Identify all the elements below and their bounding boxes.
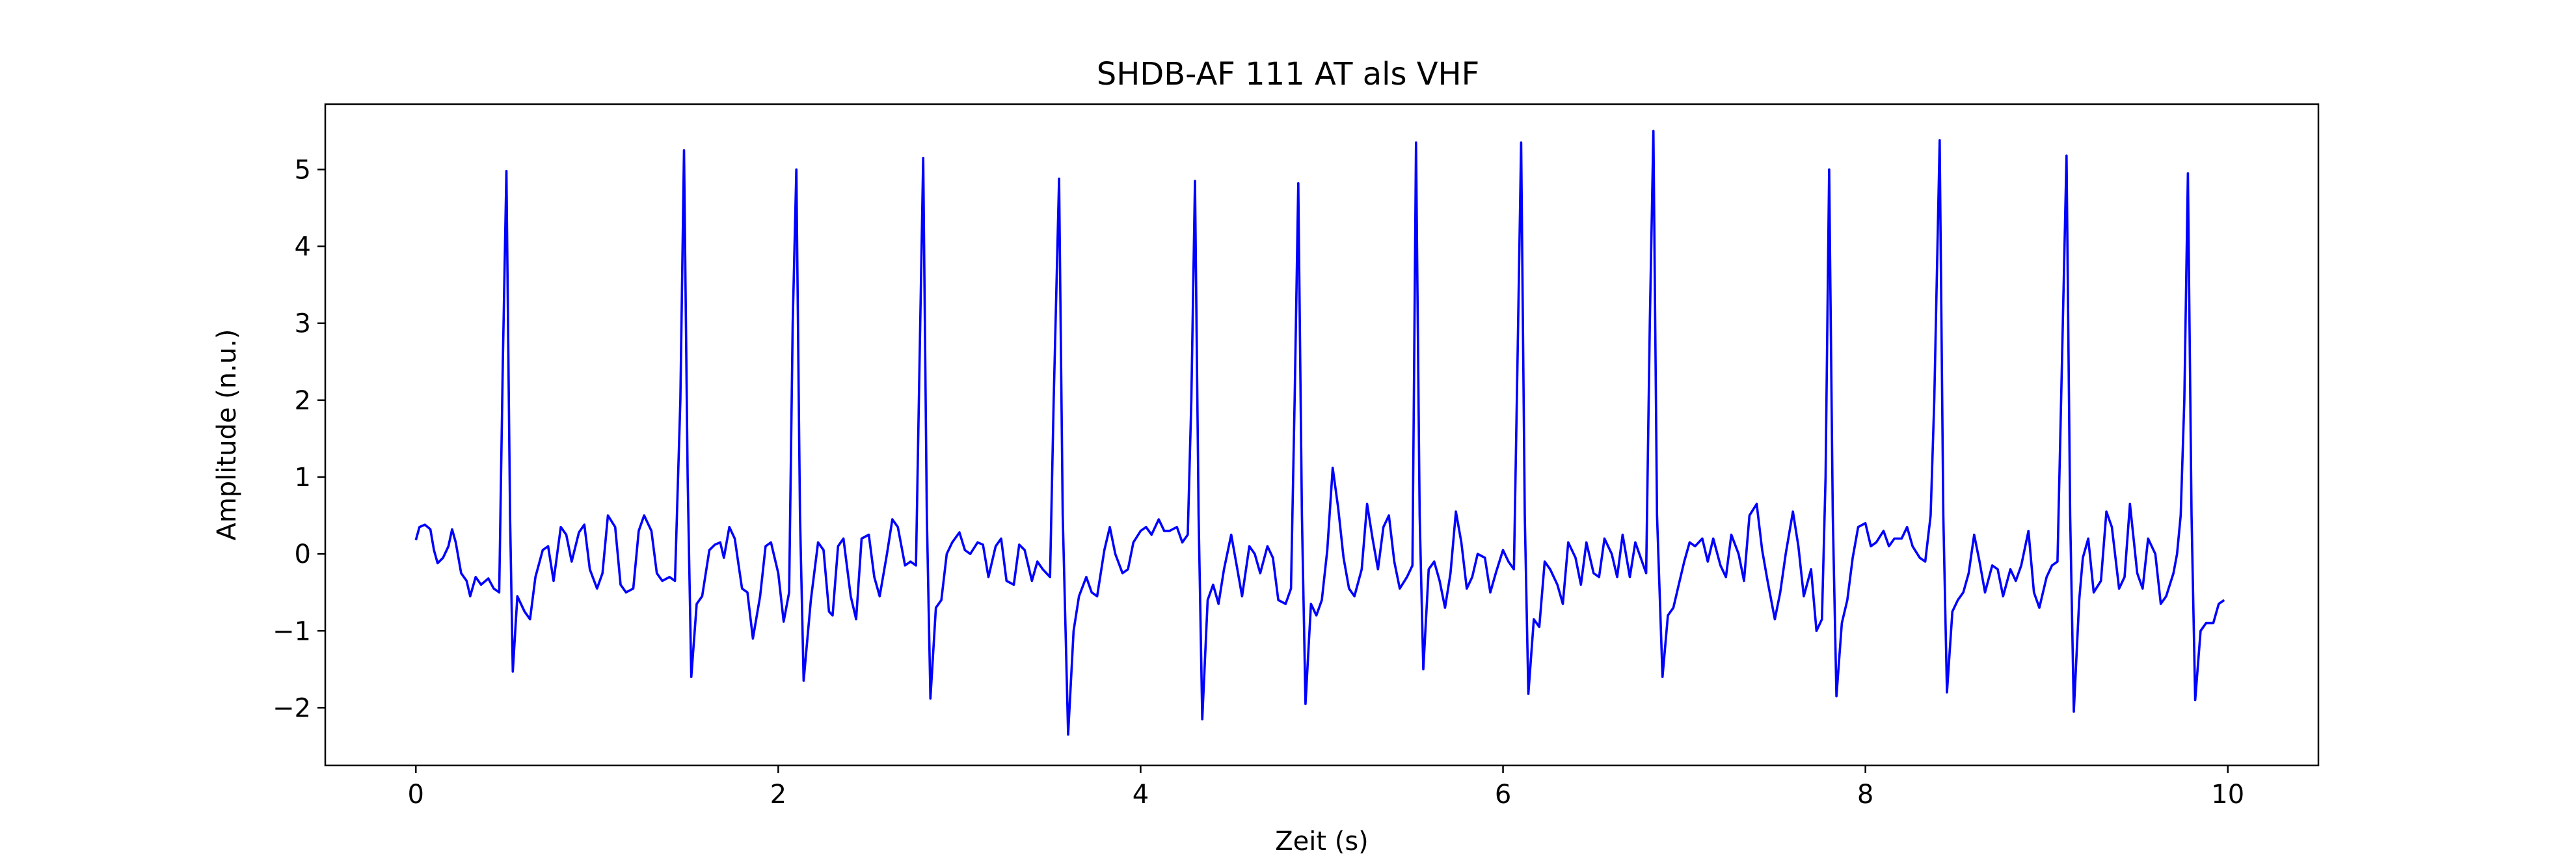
y-tick-label: 3 [295, 309, 311, 339]
y-tick-label: 2 [295, 386, 311, 416]
y-tick-label: −1 [273, 616, 311, 646]
y-tick-label: 0 [295, 540, 311, 569]
x-axis-label: Zeit (s) [1275, 827, 1369, 856]
axes-frame [324, 103, 2320, 767]
x-tick-label: 6 [1495, 780, 1511, 810]
x-tick-label: 8 [1857, 780, 1873, 810]
x-tick-label: 4 [1133, 780, 1149, 810]
y-tick-label: 4 [295, 232, 311, 262]
y-axis: −2 −1 0 1 2 3 4 5 [273, 155, 325, 723]
y-tick-label: 1 [295, 463, 311, 493]
ecg-signal-line [414, 130, 2225, 736]
x-tick-label: 0 [408, 780, 424, 810]
x-axis: 0 2 4 6 8 10 [408, 765, 2244, 810]
y-tick-label: 5 [295, 155, 311, 185]
x-tick-label: 2 [770, 780, 786, 810]
y-axis-label: Amplitude (n.u.) [212, 329, 242, 540]
chart-title: SHDB-AF 111 AT als VHF [1097, 56, 1480, 92]
y-tick-label: −2 [273, 693, 311, 723]
plot-area [324, 103, 2320, 767]
x-tick-label: 10 [2211, 780, 2244, 810]
